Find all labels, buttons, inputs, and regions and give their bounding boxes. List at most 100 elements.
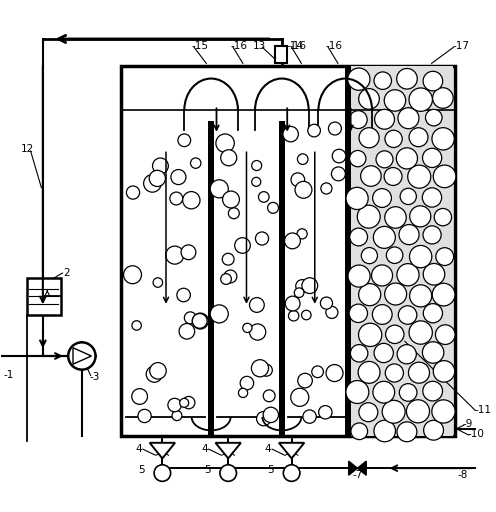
Bar [208,121,214,436]
Circle shape [285,233,301,249]
Circle shape [409,321,433,344]
Circle shape [385,130,402,147]
Circle shape [190,158,201,168]
Circle shape [350,151,366,167]
Circle shape [396,148,418,169]
Text: 4: 4 [135,444,142,454]
Circle shape [268,202,279,214]
Text: 12: 12 [21,144,34,154]
Circle shape [435,325,455,345]
Circle shape [263,390,275,402]
Circle shape [151,365,164,377]
Circle shape [243,323,252,332]
Circle shape [373,226,395,248]
Circle shape [359,403,378,422]
Circle shape [144,175,161,192]
Circle shape [154,465,171,481]
Circle shape [385,283,407,305]
Circle shape [181,245,196,260]
Circle shape [180,398,188,408]
Circle shape [359,323,382,347]
Circle shape [409,128,428,147]
Text: -10: -10 [467,429,484,439]
Circle shape [434,165,456,188]
Circle shape [298,373,312,388]
Circle shape [291,173,305,186]
Circle shape [423,264,445,285]
Circle shape [372,188,391,207]
Circle shape [258,191,269,202]
Circle shape [177,288,190,302]
Circle shape [359,284,381,306]
Circle shape [408,165,431,188]
Circle shape [350,345,368,362]
Circle shape [138,409,151,422]
Circle shape [146,366,162,382]
Circle shape [361,247,377,264]
Text: 4: 4 [201,444,208,454]
Circle shape [410,245,432,268]
Circle shape [192,313,208,329]
Circle shape [240,376,253,390]
Circle shape [373,381,395,403]
Circle shape [220,465,237,481]
Circle shape [216,134,234,153]
Polygon shape [279,443,304,458]
Circle shape [385,207,406,228]
Text: -16: -16 [326,41,343,51]
Bar [274,46,287,63]
Circle shape [166,246,184,264]
Circle shape [348,68,370,90]
Polygon shape [73,348,91,364]
Circle shape [350,228,368,246]
Circle shape [178,134,190,146]
Circle shape [221,150,237,166]
Circle shape [260,364,272,376]
Circle shape [126,186,139,199]
Circle shape [291,388,309,407]
Circle shape [398,108,419,129]
Polygon shape [349,461,358,475]
Text: -7: -7 [353,471,363,480]
Circle shape [432,283,455,306]
Circle shape [179,324,194,339]
Circle shape [423,148,442,167]
Circle shape [434,208,451,226]
Text: 5: 5 [138,464,145,475]
Circle shape [228,208,239,219]
Polygon shape [358,461,366,475]
Circle shape [297,229,307,239]
Circle shape [153,158,168,174]
Circle shape [410,206,431,227]
Circle shape [249,324,266,340]
Text: 5: 5 [204,464,210,475]
Circle shape [409,88,433,111]
Text: -14: -14 [287,41,304,51]
Circle shape [185,312,196,324]
Circle shape [171,169,186,185]
Text: -16: -16 [231,41,248,51]
Circle shape [432,127,454,150]
Text: -11: -11 [475,404,492,415]
Circle shape [239,388,248,397]
Circle shape [348,265,370,287]
Circle shape [249,297,264,312]
Circle shape [346,187,368,209]
Text: -6: -6 [226,471,236,480]
Circle shape [351,423,368,440]
Circle shape [251,359,268,377]
Circle shape [312,366,323,378]
Text: 5: 5 [267,464,274,475]
Circle shape [384,167,402,185]
Circle shape [303,410,316,423]
Circle shape [436,248,454,266]
Circle shape [398,306,417,324]
Circle shape [298,154,308,164]
Circle shape [222,253,234,265]
Circle shape [302,310,311,320]
Circle shape [432,400,455,423]
Bar [279,121,285,436]
Circle shape [318,406,332,419]
Circle shape [256,412,271,426]
Circle shape [150,362,166,379]
